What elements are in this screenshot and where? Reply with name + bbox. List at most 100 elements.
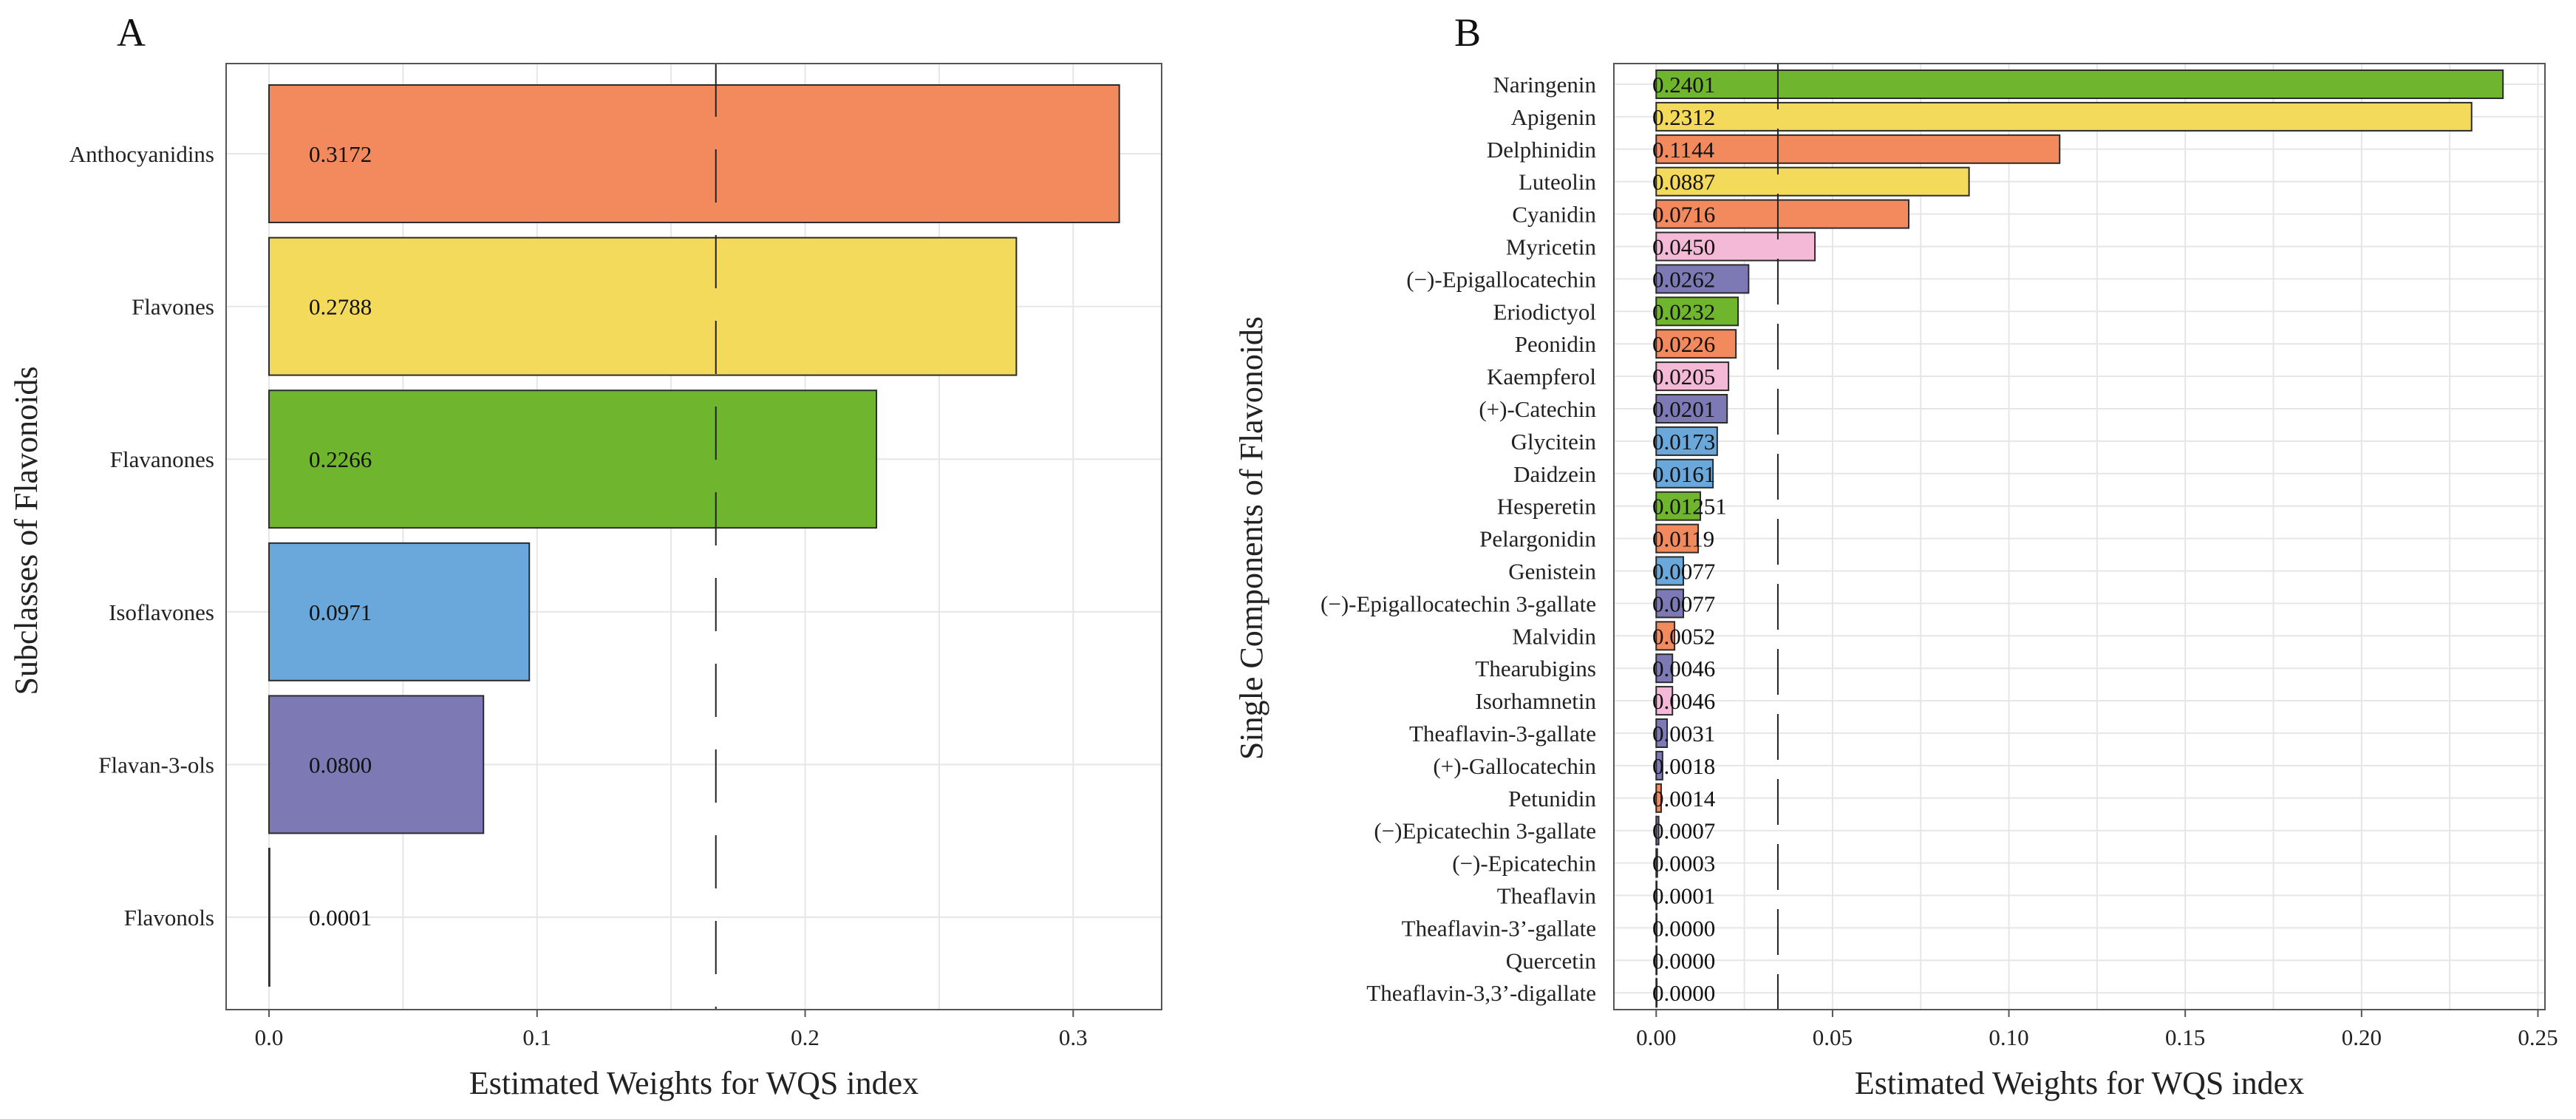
category-label-luteolin: Luteolin xyxy=(1519,169,1597,195)
bar-kaempferol xyxy=(1655,361,1730,392)
panel-b-category-labels: Naringenin Apigenin Delphinidin Luteolin Cya… xyxy=(1321,72,1596,1006)
category-label-cyanidin: Cyanidin xyxy=(1512,202,1596,228)
category-label-theaflavin-3-gallate: Theaflavin-3-gallate xyxy=(1409,721,1596,746)
value-label-anthocyanidins: 0.3172 xyxy=(309,141,372,167)
x-tick-label: 0.1 xyxy=(522,1024,551,1050)
category-label-epicatechin-3-gallate: (−)Epicatechin 3-gallate xyxy=(1374,818,1596,844)
value-label-glycitein: 0.0173 xyxy=(1652,429,1715,455)
category-label-epigallocatechin-3-gallate: (−)-Epigallocatechin 3-gallate xyxy=(1321,591,1596,616)
bar-epicatechin-3-gallate xyxy=(1655,815,1660,846)
bar-gallocatechin xyxy=(1655,750,1663,780)
value-label-myricetin: 0.0450 xyxy=(1652,234,1715,260)
bar-pelargonidin xyxy=(1655,523,1700,554)
x-tick-label: 0.10 xyxy=(1989,1024,2028,1050)
bar-cyanidin xyxy=(1655,199,1909,229)
value-label-isoflavones: 0.0971 xyxy=(309,599,372,625)
panel-b-y-axis-title: Single Components of Flavonoids xyxy=(1233,316,1270,760)
bar-theaflavin-3-3-digallate xyxy=(1655,978,1658,1008)
value-label-flavan-3-ols: 0.0800 xyxy=(309,752,372,778)
panel-b-bars xyxy=(1655,69,2504,1008)
category-label-epigallocatechin: (−)-Epigallocatechin xyxy=(1406,266,1596,292)
category-label-malvidin: Malvidin xyxy=(1512,623,1596,649)
category-label-anthocyanidins: Anthocyanidins xyxy=(69,141,214,167)
bar-petunidin xyxy=(1655,783,1662,813)
bar-epigallocatechin-3-gallate xyxy=(1655,588,1685,619)
value-label-genistein: 0.0077 xyxy=(1652,559,1715,585)
category-label-gallocatechin: (+)-Gallocatechin xyxy=(1433,753,1596,779)
value-label-eriodictyol: 0.0232 xyxy=(1652,299,1715,324)
bar-theaflavin xyxy=(1655,880,1658,911)
panel-b-value-labels: 0.2401 0.2312 0.1144 0.0887 0.0716 0.0450 0.02… xyxy=(1652,72,1727,1006)
category-label-peonidin: Peonidin xyxy=(1515,331,1597,357)
bar-epigallocatechin xyxy=(1655,264,1750,294)
bar-eriodictyol xyxy=(1655,296,1739,327)
value-label-flavones: 0.2788 xyxy=(309,294,372,320)
bar-theaflavin-3-gallate xyxy=(1655,913,1658,943)
category-label-theaflavin-3-3-digallate: Theaflavin-3,3’-digallate xyxy=(1366,980,1596,1006)
panel-a-frame xyxy=(225,63,1162,1010)
value-label-kaempferol: 0.0205 xyxy=(1652,364,1715,390)
category-label-kaempferol: Kaempferol xyxy=(1487,364,1596,390)
panel-b-frame xyxy=(1613,63,2546,1010)
value-label-daidzein: 0.0161 xyxy=(1652,461,1715,487)
bar-flavan-3-ols xyxy=(268,695,485,834)
category-label-apigenin: Apigenin xyxy=(1511,104,1597,130)
x-tick-label: 0.25 xyxy=(2518,1024,2558,1050)
panel-b-components-chart: B Naringenin Apigenin Delphinidin Luteolin C… xyxy=(1233,10,2558,1101)
bar-catechin xyxy=(1655,394,1728,424)
bar-flavonols xyxy=(268,848,270,987)
category-label-quercetin: Quercetin xyxy=(1506,948,1597,973)
category-label-isoflavones: Isoflavones xyxy=(109,599,214,625)
x-tick-label: 0.20 xyxy=(2342,1024,2382,1050)
bar-isorhamnetin xyxy=(1655,686,1674,716)
bar-isoflavones xyxy=(268,542,531,681)
panel-a-bars xyxy=(268,84,1120,987)
panel-a-subclasses-chart: A Anthocyanidins Flavones Flavanones Isofla… xyxy=(8,10,1162,1101)
category-label-pelargonidin: Pelargonidin xyxy=(1479,526,1596,552)
value-label-theaflavin-3-gallate: 0.0000 xyxy=(1652,915,1715,941)
value-label-theaflavin-3-3-digallate: 0.0000 xyxy=(1652,980,1715,1006)
value-label-flavanones: 0.2266 xyxy=(309,446,372,472)
value-label-apigenin: 0.2312 xyxy=(1652,104,1715,130)
category-label-delphinidin: Delphinidin xyxy=(1487,137,1597,163)
category-label-epicatechin: (−)-Epicatechin xyxy=(1452,851,1596,877)
category-label-petunidin: Petunidin xyxy=(1508,786,1596,812)
bar-luteolin xyxy=(1655,166,1970,197)
category-label-genistein: Genistein xyxy=(1508,559,1596,585)
panel-b-x-ticks: 0.00 0.05 0.10 0.15 0.20 0.25 xyxy=(1636,1010,2558,1050)
value-label-epicatechin: 0.0003 xyxy=(1652,851,1715,877)
category-label-flavan-3-ols: Flavan-3-ols xyxy=(98,752,214,778)
bar-peonidin xyxy=(1655,329,1737,359)
category-label-glycitein: Glycitein xyxy=(1511,429,1597,455)
value-label-delphinidin: 0.1144 xyxy=(1652,137,1715,163)
value-label-isorhamnetin: 0.0046 xyxy=(1652,688,1715,714)
panel-b-x-axis-title: Estimated Weights for WQS index xyxy=(1855,1065,2304,1101)
value-label-hesperetin: 0.01251 xyxy=(1652,494,1727,520)
x-tick-label: 0.05 xyxy=(1813,1024,1853,1050)
value-label-epicatechin-3-gallate: 0.0007 xyxy=(1652,818,1715,844)
value-label-luteolin: 0.0887 xyxy=(1652,169,1715,195)
bar-anthocyanidins xyxy=(268,84,1120,223)
value-label-catechin: 0.0201 xyxy=(1652,396,1715,422)
bar-genistein xyxy=(1655,556,1685,586)
category-label-thearubigins: Thearubigins xyxy=(1475,656,1596,681)
value-label-petunidin: 0.0014 xyxy=(1652,786,1716,812)
panel-a-x-axis-title: Estimated Weights for WQS index xyxy=(469,1065,919,1101)
value-label-cyanidin: 0.0716 xyxy=(1652,202,1715,228)
panel-b-letter: B xyxy=(1454,10,1481,55)
category-label-naringenin: Naringenin xyxy=(1493,72,1597,98)
value-label-quercetin: 0.0000 xyxy=(1652,948,1715,973)
panel-a-y-axis-title: Subclasses of Flavonoids xyxy=(8,367,44,695)
bar-daidzein xyxy=(1655,458,1714,489)
value-label-thearubigins: 0.0046 xyxy=(1652,656,1715,681)
category-label-daidzein: Daidzein xyxy=(1513,461,1596,487)
category-label-theaflavin: Theaflavin xyxy=(1497,883,1597,909)
bar-flavanones xyxy=(268,390,878,529)
x-tick-label: 0.3 xyxy=(1059,1024,1088,1050)
value-label-theaflavin: 0.0001 xyxy=(1652,883,1715,909)
category-label-flavonols: Flavonols xyxy=(124,905,214,931)
bar-thearubigins xyxy=(1655,653,1674,684)
panel-a-category-labels: Anthocyanidins Flavones Flavanones Isoflavo… xyxy=(69,141,214,931)
value-label-flavonols: 0.0001 xyxy=(309,905,372,931)
